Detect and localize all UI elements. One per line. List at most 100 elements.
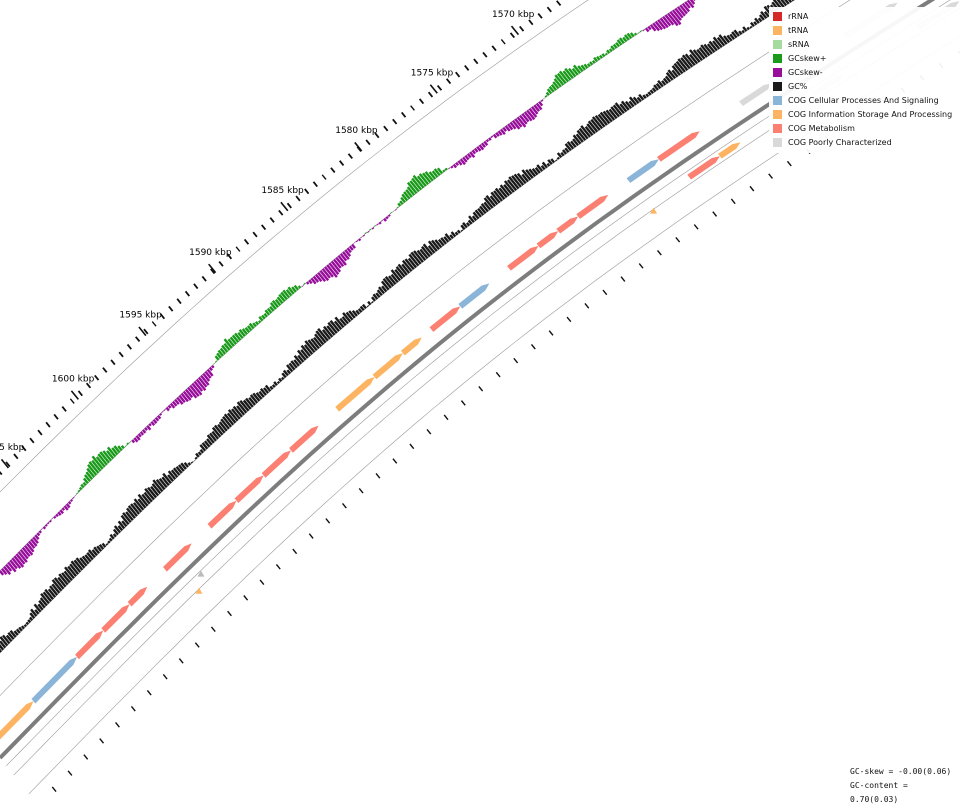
gc-content-bar: [648, 92, 650, 95]
gc-skew-bar: [635, 33, 636, 35]
gc-content-bar: [372, 302, 373, 303]
gc-skew-bar: [37, 533, 39, 535]
gc-content-bar: [195, 457, 196, 458]
legend-label: COG Information Storage And Processing: [788, 110, 952, 119]
legend-swatch: [773, 54, 782, 63]
feature-arrow: [507, 246, 538, 271]
gc-skew-bar: [468, 154, 471, 158]
gc-skew-bar: [78, 490, 79, 491]
gc-skew-bar: [149, 424, 150, 426]
inner-tick: [293, 549, 297, 554]
gc-content-bar: [273, 385, 275, 387]
inner-tick: [531, 344, 535, 349]
gc-content-bar: [22, 626, 24, 628]
gc-skew-bar: [606, 53, 607, 54]
gc-content-bar: [17, 629, 20, 633]
gc-skew-bar: [614, 45, 617, 49]
kbp-label: 1595 kbp: [119, 311, 162, 321]
outer-tick: [529, 20, 533, 25]
gc-skew-bar: [593, 61, 595, 63]
outer-tick: [557, 1, 561, 6]
inner-tick: [84, 755, 88, 760]
gc-content-bar: [199, 452, 201, 455]
gc-skew-bar: [400, 201, 402, 204]
gc-skew-bar: [466, 156, 469, 160]
gc-skew-bar: [309, 280, 311, 283]
gc-content-bar: [458, 230, 460, 233]
gc-skew-bar: [542, 100, 543, 101]
gc-content-bar: [662, 81, 665, 85]
inner-tick: [787, 161, 791, 166]
gc-skew-bar: [494, 135, 497, 138]
feature-arrow: [739, 83, 772, 106]
inner-tick: [769, 174, 773, 179]
outer-tick: [384, 126, 388, 131]
inner-tick: [179, 659, 183, 664]
gc-content-bar: [747, 28, 749, 30]
outer-tick: [393, 119, 397, 124]
inner-tick: [309, 534, 313, 539]
gc-skew-bar: [152, 422, 155, 425]
gc-skew-bar: [499, 131, 502, 135]
inner-tick: [444, 415, 448, 420]
outer-tick: [366, 140, 370, 145]
gc-skew-bar: [631, 33, 634, 37]
gc-content-bar: [547, 164, 549, 166]
outer-tick: [483, 52, 487, 57]
legend-swatch: [773, 26, 782, 35]
gc-content-bar: [469, 220, 472, 224]
outer-tick: [95, 375, 99, 380]
inner-tick: [713, 212, 717, 217]
gc-skew-bar: [132, 440, 134, 442]
inner-tick: [479, 386, 483, 391]
gc-skew-bar: [145, 428, 147, 430]
outer-tick: [348, 154, 352, 159]
legend-label: COG Metabolism: [788, 124, 855, 133]
trna-mark: [197, 571, 204, 577]
feature-arrow: [537, 231, 559, 248]
gc-content-bar: [467, 223, 469, 226]
legend-swatch: [773, 82, 782, 91]
inner-tick: [621, 277, 625, 282]
outer-tick: [38, 430, 42, 435]
gc-content-bar: [196, 454, 199, 457]
gc-skew-bar: [307, 282, 309, 284]
legend-swatch: [773, 40, 782, 49]
gc-skew-bar: [35, 535, 38, 539]
gc-skew-bar: [58, 512, 60, 515]
gc-skew-bar: [127, 443, 128, 444]
gc-skew-bar: [610, 49, 612, 51]
gc-skew-bar: [643, 30, 644, 31]
gc-skew-bar: [590, 62, 592, 65]
legend-item: sRNA: [773, 37, 960, 51]
legend-swatch: [773, 110, 782, 119]
gc-content-bar: [114, 534, 116, 537]
legend-label: GC%: [788, 82, 807, 91]
gc-skew-bar: [65, 506, 68, 510]
legend-item: GCskew+: [773, 51, 960, 65]
outer-tick: [287, 203, 291, 208]
legend-swatch: [773, 12, 782, 21]
gc-skew-bar: [503, 128, 506, 131]
outer-tick: [279, 210, 283, 215]
gc-skew-bar: [253, 323, 256, 326]
legend-item: COG Cellular Processes And Signaling: [773, 93, 960, 107]
inner-tick: [376, 473, 380, 478]
legend-item: COG Information Storage And Processing: [773, 107, 960, 121]
feature-arrow: [627, 159, 659, 183]
gc-skew-bar: [154, 420, 157, 423]
gc-content-bar: [563, 150, 566, 154]
gc-skew-bar: [80, 487, 82, 489]
gc-content-bar: [25, 625, 26, 627]
gc-skew-bar: [477, 147, 480, 151]
gc-skew-bar: [141, 432, 143, 435]
outer-tick: [538, 14, 542, 19]
gc-content-bar: [359, 309, 362, 312]
gc-skew-bar: [158, 416, 160, 419]
gc-content-bar: [651, 90, 653, 93]
major-tick: [281, 202, 288, 211]
gc-content-bar: [28, 620, 30, 622]
gc-content-bar: [542, 166, 545, 170]
legend-label: GCskew+: [788, 54, 826, 63]
gc-skew-bar: [389, 215, 390, 216]
